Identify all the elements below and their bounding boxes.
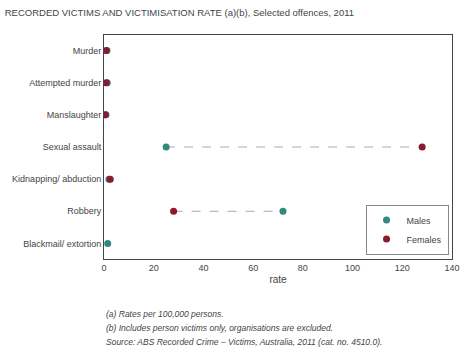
svg-text:(a) Rates per 100,000 persons.: (a) Rates per 100,000 persons. [106,309,224,319]
svg-text:Blackmail/ extortion: Blackmail/ extortion [23,239,101,249]
svg-text:120: 120 [395,263,410,273]
svg-text:80: 80 [298,263,308,273]
svg-text:40: 40 [198,263,208,273]
svg-text:Kidnapping/ abduction: Kidnapping/ abduction [12,174,101,184]
svg-text:60: 60 [248,263,258,273]
svg-text:100: 100 [345,263,360,273]
svg-text:rate: rate [269,274,287,285]
svg-text:0: 0 [101,263,106,273]
svg-text:Murder: Murder [73,46,102,56]
svg-text:Males: Males [407,216,432,226]
svg-text:140: 140 [444,263,459,273]
svg-text:Source: ABS Recorded Crime – V: Source: ABS Recorded Crime – Victims, Au… [106,337,382,347]
svg-text:20: 20 [149,263,159,273]
svg-text:(b) Includes person victims on: (b) Includes person victims only, organi… [106,323,333,333]
svg-text:Robbery: Robbery [67,206,102,216]
svg-text:Females: Females [407,235,442,245]
svg-text:Sexual assault: Sexual assault [43,142,102,152]
svg-text:RECORDED VICTIMS AND VICTIMISA: RECORDED VICTIMS AND VICTIMISATION RATE … [5,7,354,18]
svg-text:Attempted murder: Attempted murder [29,78,101,88]
svg-text:Manslaughter: Manslaughter [47,110,102,120]
